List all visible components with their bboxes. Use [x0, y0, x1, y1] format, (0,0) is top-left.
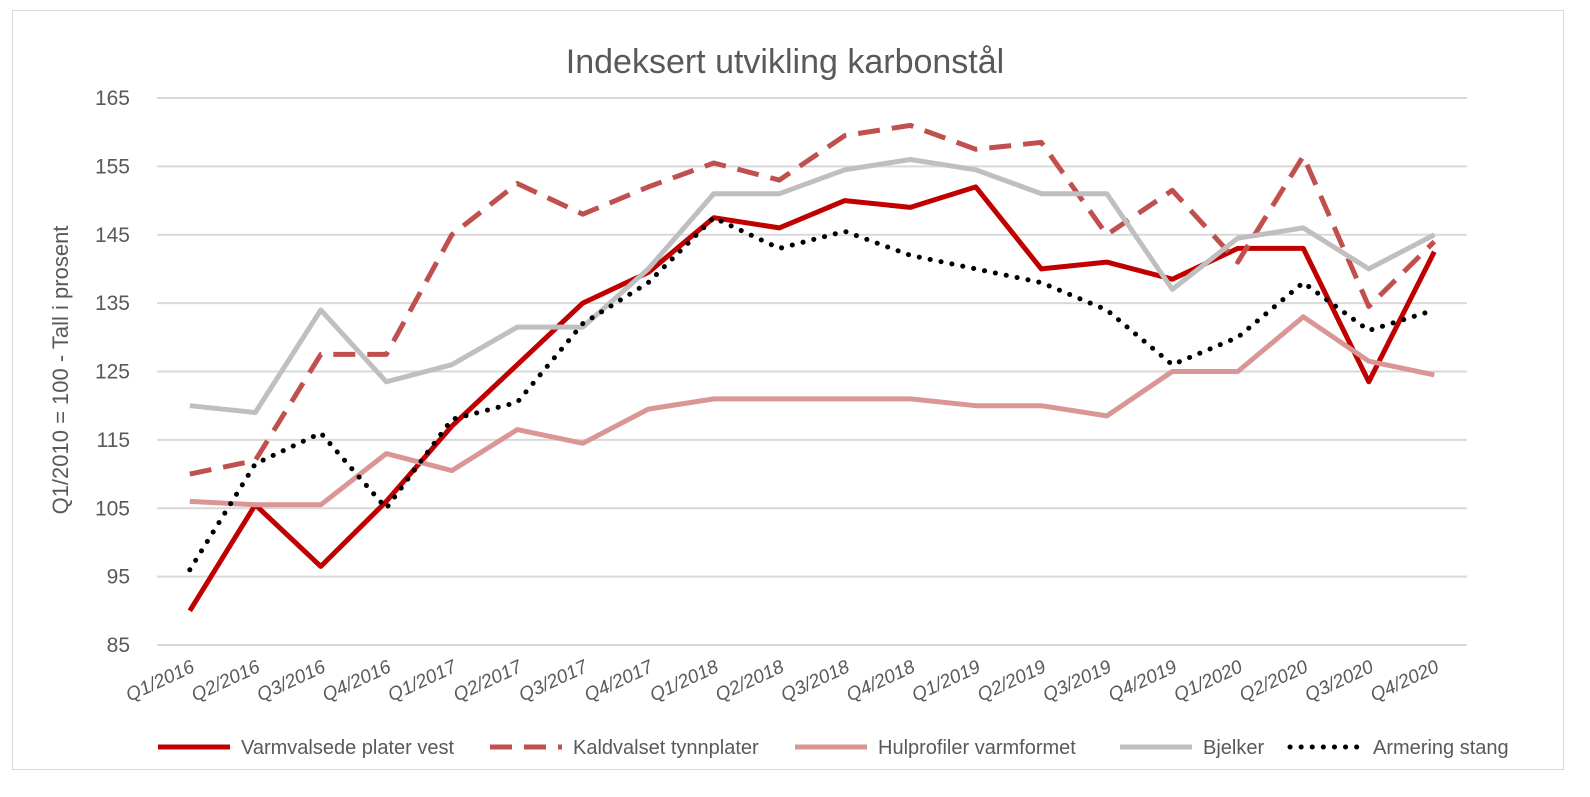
x-tick-label: Q3/2019 [1040, 656, 1115, 706]
y-tick-label: 135 [95, 292, 130, 315]
x-tick-label: Q3/2018 [778, 656, 853, 706]
y-tick-label: 115 [97, 429, 130, 452]
x-tick-label: Q1/2018 [647, 656, 722, 706]
x-tick-label: Q1/2016 [123, 656, 198, 706]
chart-frame [12, 10, 1564, 770]
x-tick-label: Q4/2018 [843, 656, 918, 706]
x-tick-label: Q1/2019 [909, 656, 984, 706]
x-tick-label: Q1/2017 [385, 656, 461, 706]
legend: Varmvalsede plater vest Kaldvalset tynnpl… [158, 737, 1509, 759]
series-line [187, 215, 1437, 573]
x-axis-ticks: Q1/2016Q2/2016Q3/2016Q4/2016Q1/2017Q2/20… [123, 656, 1443, 706]
legend-label: Bjelker [1203, 737, 1264, 759]
series-line [189, 314, 1435, 508]
x-tick-label: Q2/2017 [450, 656, 526, 706]
x-tick-label: Q4/2017 [581, 656, 657, 706]
series-line [189, 157, 1436, 415]
legend-label: Hulprofiler varmformet [878, 737, 1076, 759]
x-tick-label: Q3/2016 [254, 656, 329, 706]
y-axis-ticks: 85 95 105 115 125 135 145 155 165 [95, 87, 130, 657]
y-tick-label: 105 [95, 497, 130, 520]
x-tick-label: Q1/2020 [1171, 656, 1246, 706]
y-tick-label: 165 [95, 87, 130, 110]
x-tick-label: Q2/2019 [974, 656, 1049, 706]
series-lines [187, 122, 1437, 613]
legend-label: Kaldvalset tynnplater [573, 737, 759, 759]
series-line [189, 122, 1437, 477]
series-line [187, 184, 1437, 613]
x-tick-label: Q3/2020 [1302, 656, 1377, 706]
y-tick-label: 125 [95, 361, 130, 384]
y-tick-label: 85 [107, 634, 130, 657]
y-axis-label: Q1/2010 = 100 - Tall i prosent [48, 226, 73, 515]
x-tick-label: Q3/2017 [516, 656, 592, 706]
y-tick-label: 95 [107, 566, 130, 589]
x-tick-label: Q4/2016 [319, 656, 394, 706]
legend-label: Armering stang [1373, 737, 1509, 759]
y-tick-label: 155 [95, 155, 130, 178]
x-tick-label: Q4/2019 [1105, 656, 1180, 706]
x-tick-label: Q2/2016 [188, 656, 263, 706]
x-tick-label: Q2/2018 [712, 656, 787, 706]
y-tick-label: 145 [95, 224, 130, 247]
chart-title: Indeksert utvikling karbonstål [566, 43, 1004, 81]
x-tick-label: Q4/2020 [1367, 656, 1442, 706]
x-tick-label: Q2/2020 [1236, 656, 1311, 706]
legend-label: Varmvalsede plater vest [241, 737, 455, 759]
